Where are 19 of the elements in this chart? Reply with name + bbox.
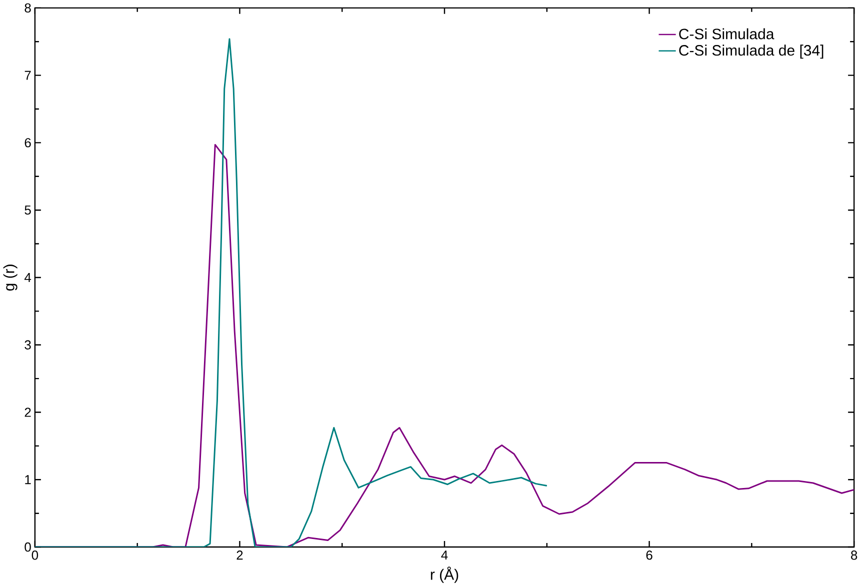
y-tick-label: 0 (24, 542, 31, 552)
legend-label: C-Si Simulada (679, 28, 774, 40)
y-tick-label: 5 (24, 205, 31, 215)
y-tick-label: 8 (24, 3, 31, 12)
y-tick-label: 2 (24, 408, 31, 417)
x-tick-label: 8 (851, 550, 858, 560)
y-tick-label: 7 (24, 70, 31, 80)
x-tick-label: 2 (236, 550, 243, 560)
x-axis-title: r (Å) (430, 566, 458, 583)
y-axis-title: g (r) (3, 264, 18, 291)
x-tick-label: 0 (32, 550, 38, 560)
y-tick-label: 6 (24, 138, 31, 148)
y-tick-label: 1 (25, 475, 31, 484)
y-tick-label: 4 (24, 272, 32, 282)
y-tick-label: 3 (24, 340, 31, 350)
x-tick-label: 6 (646, 550, 652, 560)
line-series (34, 38, 548, 547)
legend-label: C-Si Simulada de [34] (679, 44, 824, 59)
x-tick-label: 4 (441, 550, 448, 560)
